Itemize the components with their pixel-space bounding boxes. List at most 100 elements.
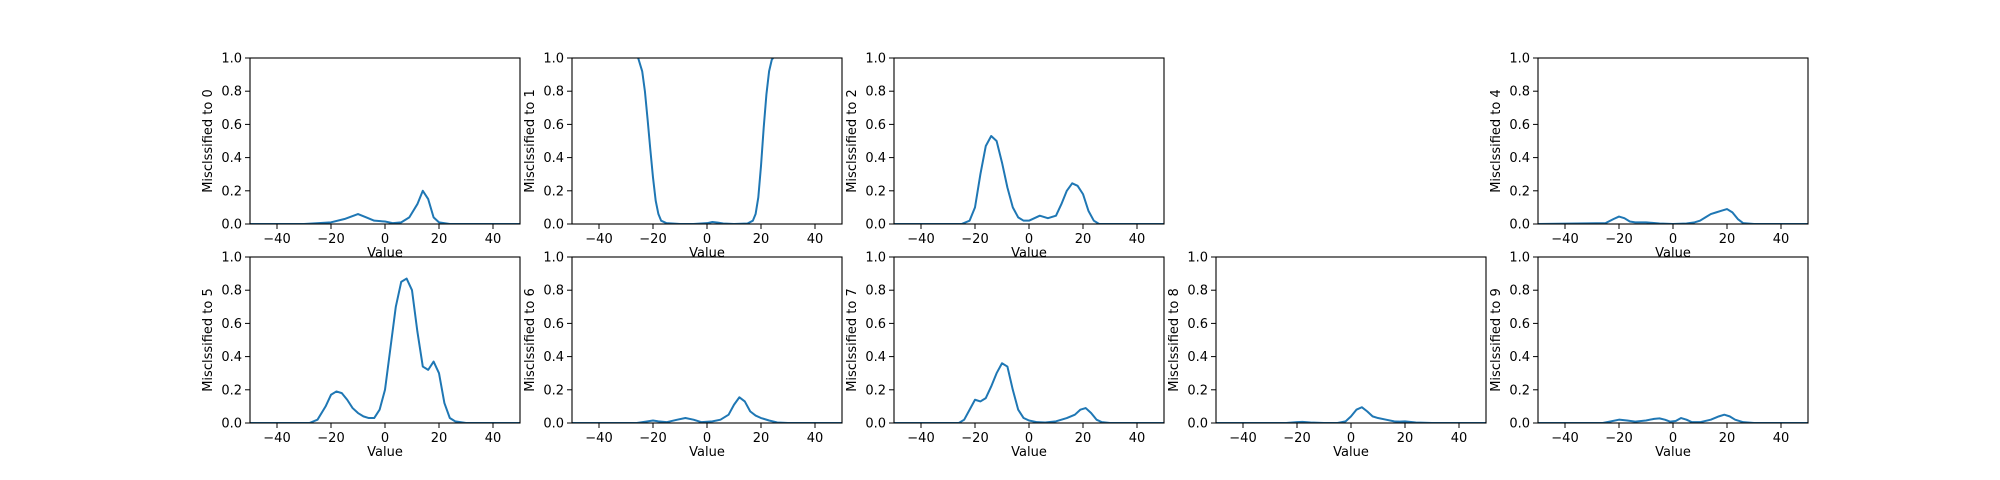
series-line: [1538, 208, 1808, 224]
y-tick-label: 0.8: [1509, 85, 1530, 100]
plot-frame: [893, 256, 1165, 424]
subplot: −40 −20 0 20 40 0.0 0.2 0.4 0.6 0.8 1.0 Value Miscls…: [845, 52, 1165, 261]
y-tick-label: 1.0: [543, 52, 564, 67]
x-tick-label: −20: [639, 232, 666, 247]
y-axis-label: Misclssified to 9: [1489, 288, 1504, 392]
subplot: −40 −20 0 20 40 0.0 0.2 0.4 0.6 0.8 1.0 Value Miscls…: [845, 251, 1165, 460]
x-tick-label: −40: [585, 431, 612, 446]
y-axis-label: Misclssified to 4: [1489, 89, 1504, 193]
y-tick-label: 0.0: [221, 417, 242, 432]
x-tick-label: 40: [1129, 232, 1146, 247]
x-tick-label: 20: [431, 232, 448, 247]
y-tick-label: 0.8: [543, 284, 564, 299]
series-line: [572, 396, 842, 423]
x-tick-label: −20: [317, 232, 344, 247]
x-tick-label: −20: [1283, 431, 1310, 446]
x-tick-label: 20: [1075, 431, 1092, 446]
x-tick-label: 40: [807, 232, 824, 247]
y-axis-label: Misclssified to 6: [523, 288, 538, 392]
y-tick-label: 1.0: [1509, 251, 1530, 266]
y-tick-label: 0.0: [865, 417, 886, 432]
x-axis-label: Value: [1333, 445, 1369, 460]
x-axis-label: Value: [1011, 246, 1047, 261]
y-axis-label: Misclssified to 8: [1167, 288, 1182, 392]
y-tick-label: 0.6: [865, 317, 886, 332]
x-tick-label: 0: [1669, 431, 1677, 446]
x-tick-label: 20: [753, 431, 770, 446]
y-tick-label: 0.8: [865, 284, 886, 299]
x-tick-label: −20: [1605, 232, 1632, 247]
y-tick-label: 1.0: [543, 251, 564, 266]
x-tick-label: −40: [907, 431, 934, 446]
series-line: [1216, 406, 1486, 423]
subplot: −40 −20 0 20 40 0.0 0.2 0.4 0.6 0.8 1.0 Value Miscls…: [1489, 52, 1809, 261]
y-tick-label: 0.2: [865, 383, 886, 398]
y-tick-label: 0.0: [1187, 417, 1208, 432]
x-tick-label: 20: [1397, 431, 1414, 446]
x-tick-label: 0: [381, 431, 389, 446]
y-tick-label: 0.8: [1509, 284, 1530, 299]
y-tick-label: 0.4: [1509, 151, 1530, 166]
plot-frame: [249, 256, 521, 424]
x-tick-label: 20: [753, 232, 770, 247]
x-tick-label: −40: [1551, 431, 1578, 446]
y-tick-label: 0.4: [221, 350, 242, 365]
subplot: −40 −20 0 20 40 0.0 0.2 0.4 0.6 0.8 1.0 Value Miscls…: [1489, 251, 1809, 460]
x-tick-label: −40: [1551, 232, 1578, 247]
x-tick-label: 0: [703, 232, 711, 247]
y-tick-label: 0.4: [221, 151, 242, 166]
y-tick-label: 0.0: [543, 218, 564, 233]
x-tick-label: 20: [431, 431, 448, 446]
y-axis-label: Misclssified to 2: [845, 89, 860, 193]
x-tick-label: 40: [485, 431, 502, 446]
y-tick-label: 0.0: [543, 417, 564, 432]
x-tick-label: 0: [1347, 431, 1355, 446]
x-tick-label: −20: [639, 431, 666, 446]
x-axis-label: Value: [689, 445, 725, 460]
y-axis-label: Misclssified to 1: [523, 89, 538, 193]
x-tick-label: −20: [317, 431, 344, 446]
y-tick-label: 0.6: [221, 317, 242, 332]
x-tick-label: −20: [1605, 431, 1632, 446]
y-tick-label: 0.2: [221, 184, 242, 199]
plot-frame: [1537, 256, 1809, 424]
subplot: −40 −20 0 20 40 0.0 0.2 0.4 0.6 0.8 1.0 Value Miscls…: [201, 52, 521, 261]
y-tick-label: 0.2: [1187, 383, 1208, 398]
y-tick-label: 0.8: [221, 85, 242, 100]
y-tick-label: 1.0: [221, 251, 242, 266]
y-axis-label: Misclssified to 0: [201, 89, 216, 193]
y-tick-label: 0.6: [865, 118, 886, 133]
y-tick-label: 0.0: [865, 218, 886, 233]
subplot: −40 −20 0 20 40 0.0 0.2 0.4 0.6 0.8 1.0 Value Miscls…: [201, 251, 521, 460]
x-tick-label: 0: [381, 232, 389, 247]
x-tick-label: −40: [1229, 431, 1256, 446]
y-tick-label: 0.6: [1509, 118, 1530, 133]
x-tick-label: 40: [1129, 431, 1146, 446]
y-tick-label: 1.0: [221, 52, 242, 67]
x-axis-label: Value: [1655, 445, 1691, 460]
plot-frame: [1215, 256, 1487, 424]
y-tick-label: 0.6: [543, 317, 564, 332]
y-tick-label: 0.6: [1187, 317, 1208, 332]
series-line: [1538, 413, 1808, 423]
y-tick-label: 1.0: [1187, 251, 1208, 266]
x-tick-label: 40: [807, 431, 824, 446]
y-tick-label: 0.6: [543, 118, 564, 133]
y-tick-label: 0.4: [865, 350, 886, 365]
x-axis-label: Value: [689, 246, 725, 261]
y-tick-label: 0.2: [221, 383, 242, 398]
y-tick-label: 0.2: [543, 184, 564, 199]
x-tick-label: −40: [263, 232, 290, 247]
series-line: [637, 58, 775, 224]
x-tick-label: 0: [703, 431, 711, 446]
y-tick-label: 0.2: [1509, 383, 1530, 398]
x-tick-label: 40: [1773, 232, 1790, 247]
y-tick-label: 0.0: [1509, 218, 1530, 233]
x-axis-label: Value: [367, 445, 403, 460]
y-tick-label: 0.4: [1509, 350, 1530, 365]
x-tick-label: −20: [961, 232, 988, 247]
y-tick-label: 0.8: [1187, 284, 1208, 299]
y-tick-label: 0.8: [221, 284, 242, 299]
x-tick-label: 20: [1075, 232, 1092, 247]
